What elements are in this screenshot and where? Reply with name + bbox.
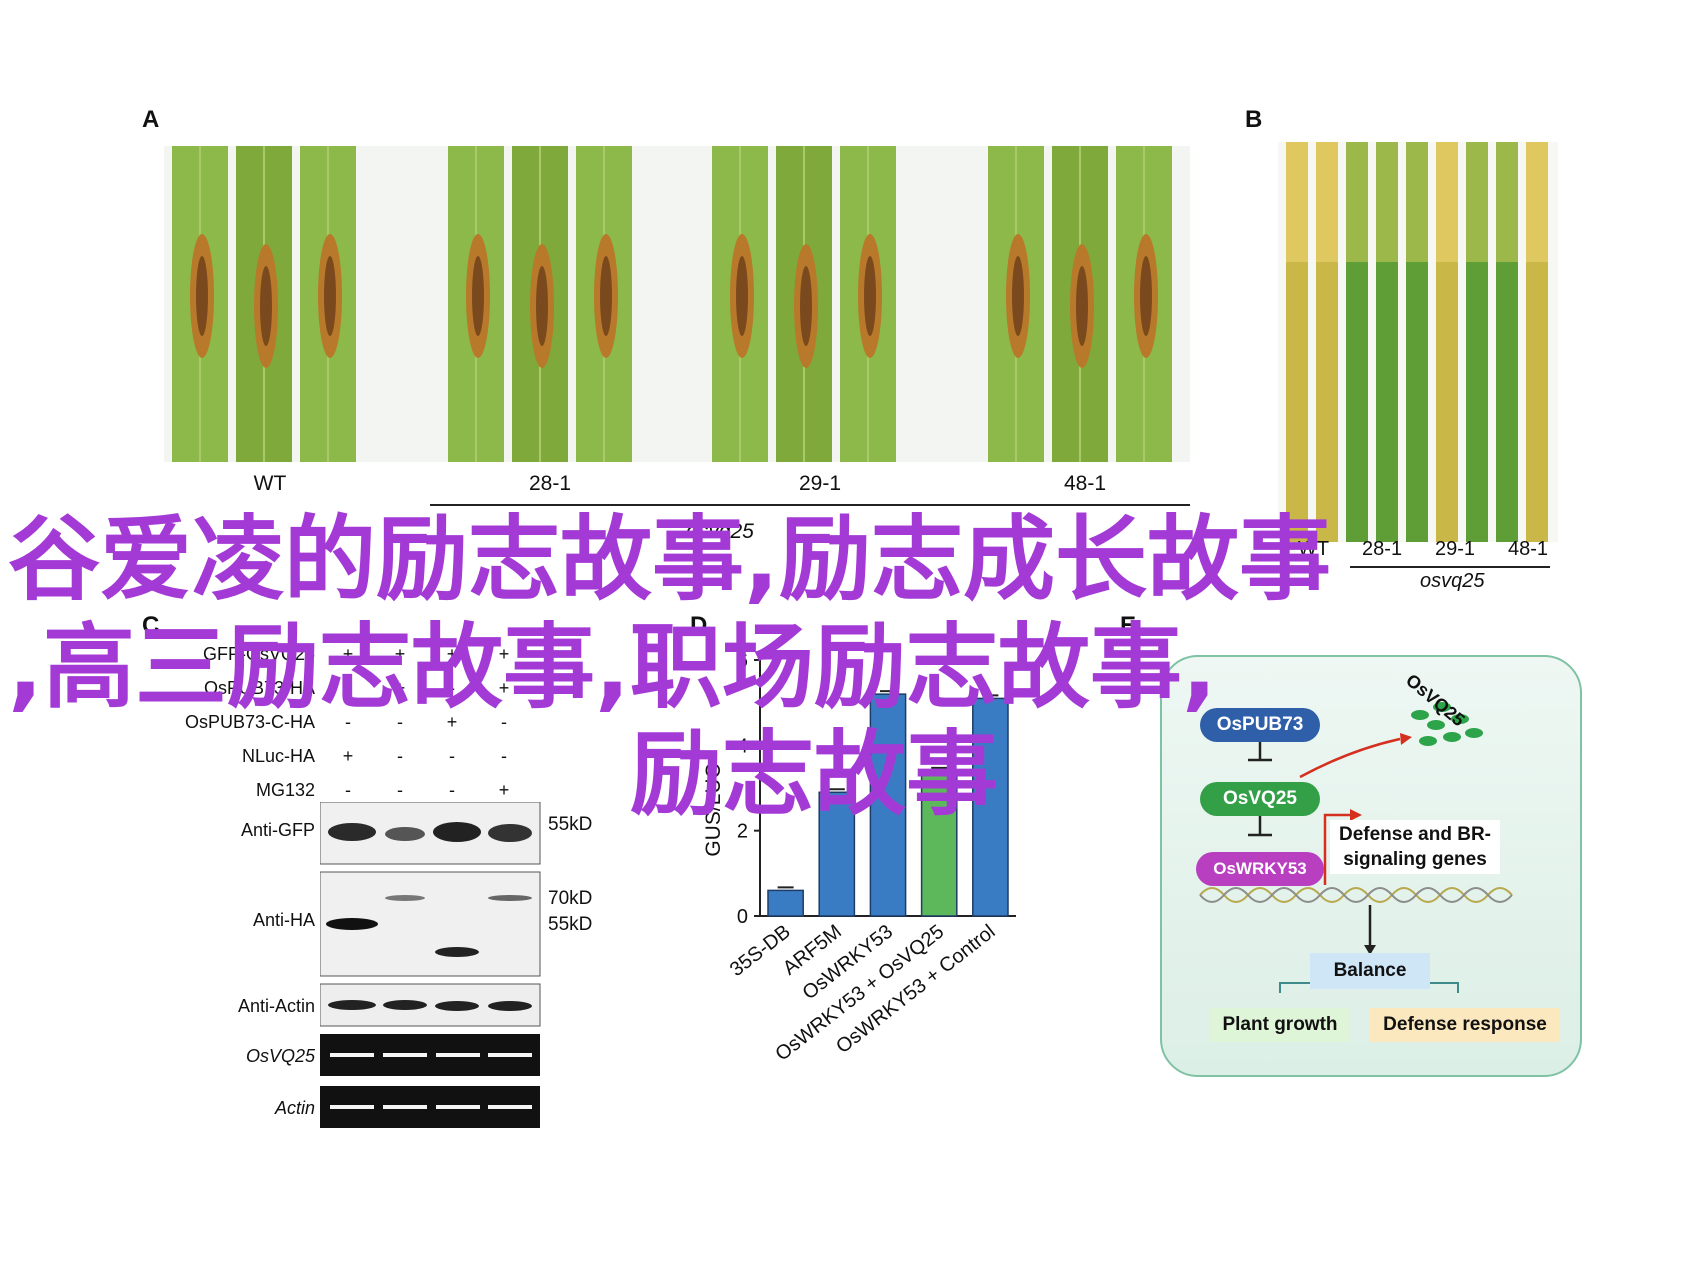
panel-c-row-label-0: GFP-OsVQ25	[202, 644, 315, 664]
panel-a-label-48-1: 48-1	[1063, 472, 1107, 495]
overlay-title-line-3: 励志故事	[630, 721, 999, 828]
panel-b-group-label: osvq25	[1420, 570, 1485, 592]
y-tick-label: 0	[737, 906, 748, 928]
panel-c-row-label-3: NLuc-HA	[241, 746, 315, 766]
panel-a-group-line	[430, 504, 1190, 506]
panel-d-bar-chart: GUS/LUC 024635S-DBARF5MOsWRKY53OsWRKY53 …	[702, 650, 1016, 1066]
sign-cell: +	[498, 780, 510, 800]
sign-cell: +	[342, 644, 354, 664]
sign-cell: -	[397, 712, 403, 732]
panel-c-letter: C	[142, 612, 160, 639]
sign-cell: +	[342, 746, 354, 766]
panel-e-defense-response-box: Defense response	[1370, 1008, 1560, 1042]
bar	[818, 791, 856, 917]
y-tick-label: 2	[737, 821, 748, 843]
bar	[767, 889, 804, 917]
sign-cell: +	[498, 644, 510, 664]
panel-b-label-29-1: 29-1	[1435, 538, 1476, 560]
panel-c-blot-label-anti-ha: Anti-HA	[252, 910, 315, 930]
overlay-title-line-1: 谷爱凌的励志故事,励志成长故事	[8, 506, 1331, 613]
panel-b-label-28-1: 28-1	[1362, 538, 1403, 560]
panel-c-row-label-1: OsPUB73-HA	[203, 678, 315, 698]
panel-a-label-29-1: 29-1	[798, 472, 842, 495]
panel-b-labels: WT 28-1 29-1 48-1	[1298, 538, 1548, 561]
panel-d-ylabel: GUS/LUC	[702, 763, 725, 856]
panel-c-blot-label-anti-gfp: Anti-GFP	[240, 820, 315, 840]
panel-c-western-blots	[320, 802, 541, 1128]
panel-d-letter: D	[690, 612, 708, 639]
sign-cell: +	[446, 644, 458, 664]
panel-e-letter: E	[1120, 612, 1137, 639]
panel-c-marker-70kd: 70kD	[548, 888, 593, 909]
y-tick-label: 4	[737, 735, 748, 757]
panel-e-node-oswrky53: OsWRKY53	[1196, 852, 1324, 886]
panel-a-label-28-1: 28-1	[528, 472, 572, 495]
bar	[920, 770, 958, 917]
sign-cell: -	[449, 746, 455, 766]
panel-c-marker-55kd: 55kD	[548, 814, 593, 835]
panel-b-label-wt: WT	[1298, 538, 1330, 560]
panel-e-connectors	[1199, 702, 1513, 993]
sign-cell: +	[394, 678, 406, 698]
panel-e-node-ospub73: OsPUB73	[1200, 708, 1320, 742]
panel-c-row-label-2: OsPUB73-C-HA	[184, 712, 315, 732]
sign-cell: -	[397, 780, 403, 800]
panel-c-blot-label-actin: Actin	[274, 1098, 315, 1118]
sign-cell: -	[397, 746, 403, 766]
sign-cell: -	[449, 780, 455, 800]
sign-cell: -	[501, 746, 507, 766]
sign-cell: +	[498, 678, 510, 698]
panel-e-defense-genes-box: Defense and BR- signaling genes	[1330, 820, 1500, 874]
overlay-title-line-2: ,高三励志故事,职场励志故事,	[8, 614, 1217, 721]
sign-cell: -	[345, 712, 351, 732]
sign-cell: -	[449, 678, 455, 698]
panel-e-plant-growth-box: Plant growth	[1210, 1008, 1350, 1042]
panel-e-balance-box: Balance	[1310, 953, 1430, 989]
y-tick-label: 6	[737, 650, 748, 672]
sign-cell: -	[345, 678, 351, 698]
panel-e-node-osvq25: OsVQ25	[1200, 782, 1320, 816]
panel-a-leaf-photo	[164, 146, 1190, 462]
panel-b-group-line	[1350, 566, 1550, 568]
panel-c-marker-55kd-b: 55kD	[548, 914, 593, 935]
bar	[972, 697, 1009, 917]
panel-a-label-wt: WT	[253, 472, 287, 495]
sign-cell: +	[394, 644, 406, 664]
sign-cell: +	[446, 712, 458, 732]
panel-a-group-label: osvq25	[686, 520, 754, 543]
panel-a-letter: A	[142, 106, 160, 133]
sign-cell: -	[345, 780, 351, 800]
panel-c-blot-label-osvq25: OsVQ25	[245, 1046, 315, 1066]
bar	[869, 693, 907, 917]
panel-b-label-48-1: 48-1	[1507, 538, 1548, 560]
panel-c-blot-label-anti-actin: Anti-Actin	[237, 996, 315, 1016]
panel-b-leaf-photo	[1278, 142, 1558, 542]
sign-cell: -	[501, 712, 507, 732]
panel-c-row-label-4: MG132	[255, 780, 315, 800]
x-tick-label: 35S-DB	[726, 921, 795, 981]
panel-b-letter: B	[1245, 106, 1263, 133]
